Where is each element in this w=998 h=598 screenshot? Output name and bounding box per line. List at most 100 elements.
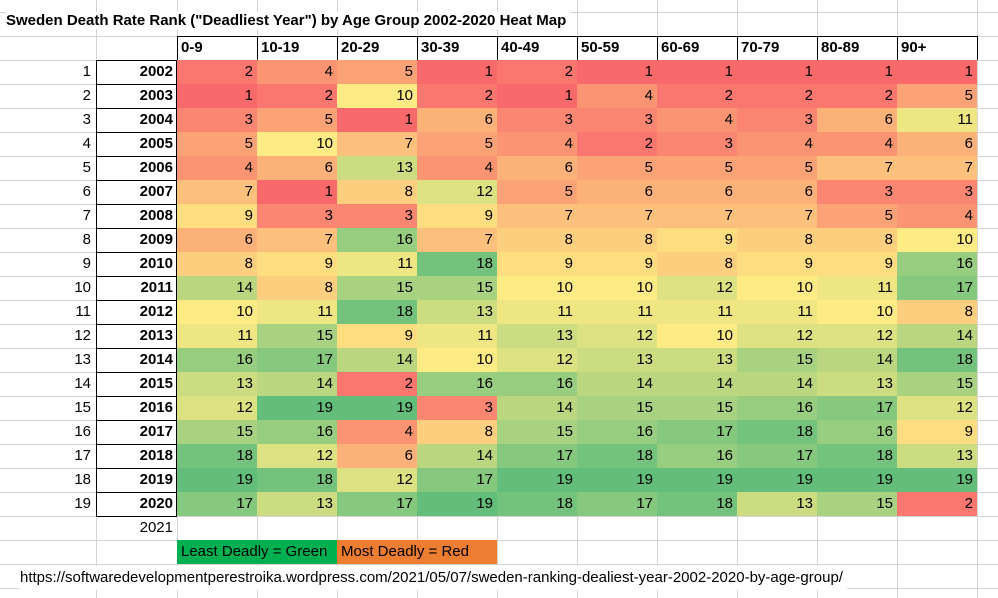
heatmap-cell[interactable]: 19: [417, 492, 497, 516]
heatmap-cell[interactable]: 2: [897, 492, 977, 516]
heatmap-cell[interactable]: 16: [497, 372, 577, 396]
heatmap-cell[interactable]: 17: [257, 348, 337, 372]
heatmap-cell[interactable]: 7: [177, 180, 257, 204]
heatmap-cell[interactable]: 2: [737, 84, 817, 108]
heatmap-cell[interactable]: 8: [817, 228, 897, 252]
heatmap-cell[interactable]: 13: [577, 348, 657, 372]
column-header[interactable]: 20-29: [337, 36, 417, 60]
heatmap-cell[interactable]: 9: [737, 252, 817, 276]
heatmap-cell[interactable]: 2: [497, 60, 577, 84]
heatmap-cell[interactable]: 10: [577, 276, 657, 300]
heatmap-cell[interactable]: 8: [577, 228, 657, 252]
heatmap-cell[interactable]: 16: [577, 420, 657, 444]
heatmap-cell[interactable]: 6: [497, 156, 577, 180]
heatmap-cell[interactable]: 10: [817, 300, 897, 324]
source-url[interactable]: https://softwaredevelopmentperestroika.w…: [20, 566, 847, 590]
row-number[interactable]: 18: [74, 471, 91, 488]
heatmap-cell[interactable]: 4: [577, 84, 657, 108]
row-year-label[interactable]: 2007: [139, 183, 173, 200]
heatmap-cell[interactable]: 9: [817, 252, 897, 276]
heatmap-cell[interactable]: 7: [257, 228, 337, 252]
row-year-label[interactable]: 2009: [139, 231, 173, 248]
heatmap-cell[interactable]: 6: [257, 156, 337, 180]
heatmap-cell[interactable]: 15: [897, 372, 977, 396]
heatmap-cell[interactable]: 13: [737, 492, 817, 516]
heatmap-cell[interactable]: 12: [417, 180, 497, 204]
heatmap-cell[interactable]: 14: [497, 396, 577, 420]
heatmap-cell[interactable]: 6: [897, 132, 977, 156]
heatmap-cell[interactable]: 11: [257, 300, 337, 324]
heatmap-cell[interactable]: 12: [177, 396, 257, 420]
heatmap-cell[interactable]: 1: [497, 84, 577, 108]
heatmap-cell[interactable]: 9: [177, 204, 257, 228]
heatmap-cell[interactable]: 3: [657, 132, 737, 156]
heatmap-cell[interactable]: 2: [337, 372, 417, 396]
heatmap-cell[interactable]: 6: [657, 180, 737, 204]
heatmap-cell[interactable]: 12: [257, 444, 337, 468]
heatmap-cell[interactable]: 12: [497, 348, 577, 372]
heatmap-cell[interactable]: 10: [177, 300, 257, 324]
heatmap-cell[interactable]: 4: [657, 108, 737, 132]
heatmap-cell[interactable]: 9: [657, 228, 737, 252]
heatmap-cell[interactable]: 12: [737, 324, 817, 348]
heatmap-cell[interactable]: 8: [897, 300, 977, 324]
heatmap-cell[interactable]: 3: [337, 204, 417, 228]
heatmap-cell[interactable]: 15: [257, 324, 337, 348]
heatmap-cell[interactable]: 18: [577, 444, 657, 468]
heatmap-cell[interactable]: 1: [817, 60, 897, 84]
heatmap-cell[interactable]: 7: [417, 228, 497, 252]
heatmap-cell[interactable]: 5: [817, 204, 897, 228]
heatmap-cell[interactable]: 18: [497, 492, 577, 516]
heatmap-cell[interactable]: 16: [657, 444, 737, 468]
heatmap-cell[interactable]: 10: [257, 132, 337, 156]
heatmap-cell[interactable]: 10: [417, 348, 497, 372]
row-year-label[interactable]: 2010: [139, 255, 173, 272]
heatmap-cell[interactable]: 6: [417, 108, 497, 132]
row-number[interactable]: 17: [74, 447, 91, 464]
heatmap-cell[interactable]: 5: [897, 84, 977, 108]
heatmap-cell[interactable]: 6: [177, 228, 257, 252]
row-year-label[interactable]: 2019: [139, 471, 173, 488]
row-number[interactable]: 10: [74, 279, 91, 296]
heatmap-cell[interactable]: 18: [737, 420, 817, 444]
heatmap-cell[interactable]: 6: [577, 180, 657, 204]
heatmap-cell[interactable]: 18: [817, 444, 897, 468]
heatmap-cell[interactable]: 5: [337, 60, 417, 84]
column-header[interactable]: 70-79: [737, 36, 817, 60]
heatmap-cell[interactable]: 9: [257, 252, 337, 276]
column-header[interactable]: 40-49: [497, 36, 577, 60]
heatmap-cell[interactable]: 2: [817, 84, 897, 108]
heatmap-cell[interactable]: 16: [817, 420, 897, 444]
heatmap-cell[interactable]: 13: [897, 444, 977, 468]
heatmap-cell[interactable]: 11: [337, 252, 417, 276]
row-year-label[interactable]: 2015: [139, 375, 173, 392]
heatmap-cell[interactable]: 19: [577, 468, 657, 492]
row-year-label[interactable]: 2020: [139, 495, 173, 512]
heatmap-cell[interactable]: 16: [417, 372, 497, 396]
heatmap-cell[interactable]: 11: [657, 300, 737, 324]
heatmap-cell[interactable]: 2: [657, 84, 737, 108]
row-number[interactable]: 6: [82, 183, 91, 200]
heatmap-cell[interactable]: 4: [417, 156, 497, 180]
legend-least-deadly[interactable]: Least Deadly = Green: [177, 540, 337, 564]
heatmap-cell[interactable]: 3: [737, 108, 817, 132]
heatmap-cell[interactable]: 6: [817, 108, 897, 132]
heatmap-cell[interactable]: 11: [577, 300, 657, 324]
row-year-label[interactable]: 2014: [139, 351, 173, 368]
heatmap-cell[interactable]: 3: [897, 180, 977, 204]
heatmap-cell[interactable]: 8: [417, 420, 497, 444]
heatmap-cell[interactable]: 8: [497, 228, 577, 252]
heatmap-cell[interactable]: 12: [657, 276, 737, 300]
heatmap-cell[interactable]: 17: [497, 444, 577, 468]
row-year-label[interactable]: 2005: [139, 135, 173, 152]
row-year-label[interactable]: 2018: [139, 447, 173, 464]
heatmap-cell[interactable]: 5: [577, 156, 657, 180]
heatmap-cell[interactable]: 17: [177, 492, 257, 516]
heatmap-cell[interactable]: 15: [177, 420, 257, 444]
row-number[interactable]: 19: [74, 495, 91, 512]
row-year-label[interactable]: 2017: [139, 423, 173, 440]
row-number[interactable]: 9: [82, 255, 91, 272]
heatmap-cell[interactable]: 5: [497, 180, 577, 204]
heatmap-cell[interactable]: 17: [417, 468, 497, 492]
column-header[interactable]: 10-19: [257, 36, 337, 60]
